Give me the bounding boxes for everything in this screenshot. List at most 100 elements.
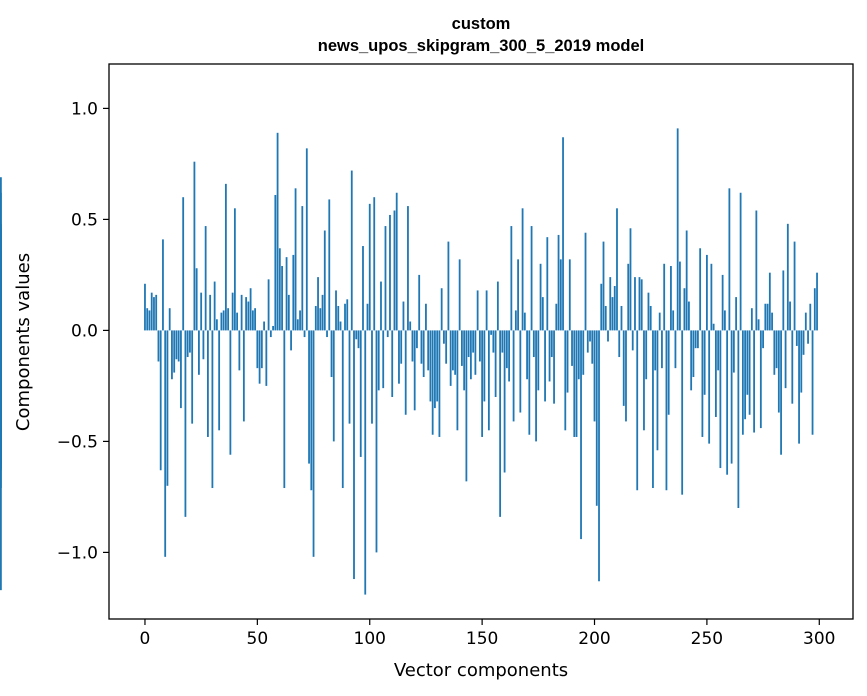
bar-132 bbox=[440, 288, 443, 331]
y-tick-label: −0.5 bbox=[57, 432, 98, 452]
bar-68 bbox=[296, 319, 299, 331]
bar-186 bbox=[562, 137, 564, 331]
bar-241 bbox=[685, 230, 688, 331]
bar-249 bbox=[703, 330, 706, 395]
bar-56 bbox=[269, 330, 272, 338]
x-tick-label: 250 bbox=[691, 629, 723, 649]
bar-98 bbox=[364, 330, 367, 595]
bar-213 bbox=[622, 330, 625, 406]
bar-85 bbox=[335, 290, 337, 331]
bar-159 bbox=[501, 330, 504, 353]
bar-undefined bbox=[0, 330, 2, 342]
x-tick-label: 150 bbox=[466, 629, 498, 649]
bar-51 bbox=[258, 330, 261, 384]
bar-238 bbox=[679, 261, 681, 331]
bar-47 bbox=[249, 288, 252, 331]
bar-152 bbox=[485, 290, 488, 331]
bar-89 bbox=[344, 303, 346, 331]
bar-166 bbox=[517, 259, 519, 331]
bar-279 bbox=[771, 312, 773, 331]
bar-21 bbox=[191, 330, 194, 424]
bar-14 bbox=[175, 330, 178, 360]
bar-290 bbox=[795, 330, 798, 346]
bar-131 bbox=[438, 330, 441, 437]
bar-153 bbox=[487, 330, 490, 431]
bar-99 bbox=[366, 303, 369, 331]
bar-122 bbox=[418, 274, 421, 331]
bar-246 bbox=[697, 330, 699, 349]
bar-229 bbox=[658, 312, 661, 331]
bar-57 bbox=[272, 325, 274, 331]
bar-88 bbox=[341, 330, 344, 489]
bar-281 bbox=[775, 330, 778, 369]
bar-267 bbox=[744, 330, 747, 420]
bar-25 bbox=[200, 292, 203, 331]
bar-288 bbox=[791, 330, 794, 404]
bar-69 bbox=[299, 310, 301, 331]
bar-94 bbox=[355, 330, 358, 340]
bar-17 bbox=[182, 197, 185, 331]
bar-43 bbox=[240, 294, 243, 331]
bar-291 bbox=[798, 330, 800, 444]
bar-212 bbox=[620, 305, 623, 331]
bar-63 bbox=[285, 257, 288, 331]
bar-296 bbox=[809, 303, 812, 331]
bar-95 bbox=[357, 330, 360, 349]
bar-259 bbox=[726, 330, 729, 475]
bar-243 bbox=[690, 330, 693, 391]
bar-undefined bbox=[0, 177, 2, 331]
bar-253 bbox=[712, 323, 715, 331]
bar-237 bbox=[676, 128, 679, 331]
bar-258 bbox=[723, 310, 726, 331]
bar-133 bbox=[443, 330, 445, 344]
bar-293 bbox=[802, 330, 805, 355]
bar-199 bbox=[591, 330, 594, 364]
bar-120 bbox=[413, 330, 416, 411]
bar-244 bbox=[692, 330, 695, 378]
bar-4 bbox=[153, 297, 155, 331]
bar-5 bbox=[155, 294, 158, 331]
bar-163 bbox=[510, 226, 513, 331]
bar-106 bbox=[382, 330, 385, 389]
bar-191 bbox=[573, 330, 576, 437]
bar-220 bbox=[638, 277, 641, 331]
bar-35 bbox=[222, 310, 225, 331]
x-axis-ticks: 0 50 100 150 200 250 300 bbox=[140, 619, 836, 649]
bar-103 bbox=[375, 330, 378, 553]
bar-190 bbox=[571, 330, 573, 366]
bar-161 bbox=[505, 330, 508, 369]
x-tick-label: 100 bbox=[354, 629, 386, 649]
bar-118 bbox=[409, 321, 412, 331]
bar-215 bbox=[627, 263, 630, 331]
bar-undefined bbox=[0, 330, 2, 591]
bar-125 bbox=[425, 303, 427, 331]
bar-227 bbox=[654, 330, 657, 371]
bar-206 bbox=[607, 330, 609, 342]
bar-285 bbox=[784, 330, 787, 389]
bar-142 bbox=[463, 330, 466, 391]
bar-135 bbox=[447, 241, 450, 331]
bar-164 bbox=[512, 330, 515, 422]
bar-167 bbox=[519, 330, 522, 413]
bar-86 bbox=[337, 305, 340, 331]
bar-129 bbox=[434, 330, 436, 409]
bar-80 bbox=[323, 230, 326, 331]
bar-7 bbox=[159, 330, 162, 471]
bar-257 bbox=[721, 274, 724, 331]
bar-6 bbox=[157, 330, 160, 362]
bar-224 bbox=[647, 292, 650, 331]
bar-260 bbox=[728, 188, 731, 331]
bar-127 bbox=[429, 330, 432, 402]
y-axis-ticks: −1.0 −0.5 0.0 0.5 1.0 bbox=[57, 99, 109, 563]
bar-13 bbox=[173, 330, 176, 373]
bar-144 bbox=[467, 330, 470, 358]
bar-2 bbox=[148, 310, 151, 331]
bar-130 bbox=[436, 330, 439, 402]
bar-134 bbox=[445, 330, 448, 364]
x-tick-label: 50 bbox=[247, 629, 269, 649]
bar-252 bbox=[710, 263, 713, 331]
bar-234 bbox=[670, 266, 672, 331]
bar-110 bbox=[391, 330, 394, 397]
bar-247 bbox=[699, 248, 702, 331]
bar-154 bbox=[490, 330, 493, 335]
